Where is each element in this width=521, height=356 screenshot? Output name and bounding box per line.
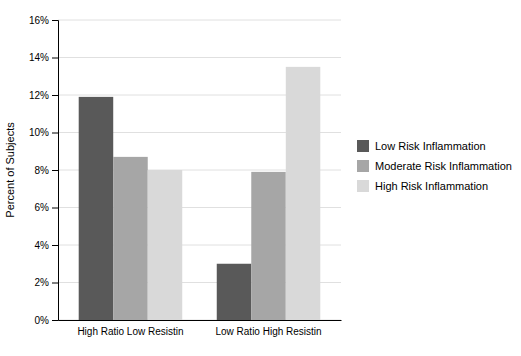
tick-mark bbox=[52, 283, 58, 284]
tick-mark bbox=[52, 58, 58, 59]
bar-series bbox=[113, 157, 286, 320]
tick-mark bbox=[52, 20, 58, 21]
tick-label: 12% bbox=[29, 90, 49, 101]
y-tick: 0% bbox=[35, 315, 58, 326]
y-tick: 8% bbox=[35, 165, 58, 176]
legend-swatch bbox=[357, 140, 369, 152]
grid-line bbox=[58, 57, 341, 58]
bar bbox=[251, 172, 286, 320]
tick-label: 6% bbox=[35, 202, 50, 213]
tick-mark bbox=[52, 245, 58, 246]
tick-label: 10% bbox=[29, 127, 49, 138]
tick-mark bbox=[52, 170, 58, 171]
y-tick: 16% bbox=[29, 15, 58, 26]
chart: 0% 2% 4% 6% 8% 10% 12% 14% 16% High Ratio Low Res… bbox=[0, 0, 521, 356]
y-tick: 14% bbox=[29, 52, 58, 63]
tick-mark bbox=[52, 95, 58, 96]
tick-label: 14% bbox=[29, 52, 49, 63]
x-axis: High Ratio Low Resistin Low Ratio High Re… bbox=[59, 320, 342, 337]
tick-mark bbox=[52, 208, 58, 209]
grid-line bbox=[58, 20, 341, 21]
legend: Low Risk Inflammation Moderate Risk Infla… bbox=[357, 140, 512, 192]
tick-label: 0% bbox=[35, 315, 50, 326]
bar bbox=[217, 264, 252, 320]
grid bbox=[58, 20, 341, 320]
tick-mark bbox=[52, 320, 58, 321]
y-tick: 6% bbox=[35, 202, 58, 213]
bar bbox=[113, 157, 148, 320]
bar bbox=[79, 97, 114, 320]
tick-label: 16% bbox=[29, 15, 49, 26]
axis-line bbox=[52, 21, 59, 321]
tick-label: 4% bbox=[35, 240, 50, 251]
legend-label: Low Risk Inflammation bbox=[375, 140, 486, 152]
legend-item: Low Risk Inflammation bbox=[357, 140, 486, 152]
bars bbox=[79, 67, 321, 320]
bar bbox=[148, 170, 183, 320]
legend-item: High Risk Inflammation bbox=[357, 180, 488, 192]
bar-series bbox=[79, 97, 252, 320]
y-axis: 0% 2% 4% 6% 8% 10% 12% 14% 16% bbox=[29, 15, 59, 326]
legend-label: Moderate Risk Inflammation bbox=[375, 160, 512, 172]
y-tick: 10% bbox=[29, 127, 58, 138]
legend-swatch bbox=[357, 180, 369, 192]
tick-label: High Ratio Low Resistin bbox=[77, 326, 183, 337]
y-tick: 12% bbox=[29, 90, 58, 101]
tick-label: 8% bbox=[35, 165, 50, 176]
plot-area: 0% 2% 4% 6% 8% 10% 12% 14% 16% High Ratio Low Res… bbox=[29, 15, 342, 337]
y-tick: 4% bbox=[35, 240, 58, 251]
legend-item: Moderate Risk Inflammation bbox=[357, 160, 512, 172]
tick-label: 2% bbox=[35, 277, 50, 288]
y-axis-title: Percent of Subjects bbox=[4, 122, 16, 218]
tick-label: Low Ratio High Resistin bbox=[215, 326, 321, 337]
x-tick: High Ratio Low Resistin bbox=[77, 320, 183, 337]
bar-series bbox=[148, 67, 321, 320]
bar bbox=[286, 67, 321, 320]
legend-label: High Risk Inflammation bbox=[375, 180, 488, 192]
tick-mark bbox=[52, 133, 58, 134]
legend-swatch bbox=[357, 160, 369, 172]
axis-line bbox=[59, 320, 342, 321]
x-tick: Low Ratio High Resistin bbox=[215, 320, 321, 337]
y-tick: 2% bbox=[35, 277, 58, 288]
